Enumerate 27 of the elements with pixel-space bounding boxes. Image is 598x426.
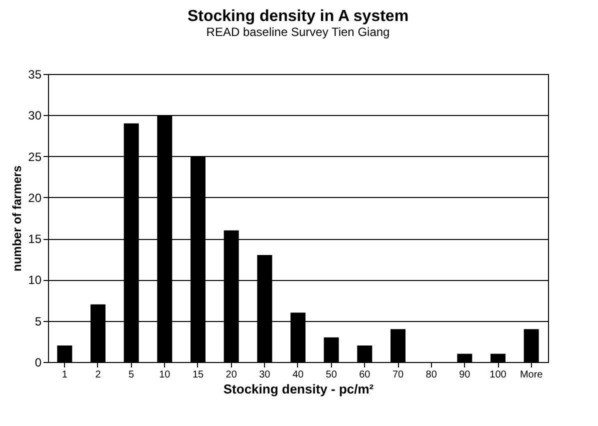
y-tick-label: 5 [34, 314, 42, 328]
y-tick-label: 35 [28, 68, 42, 82]
y-tick-label: 25 [28, 150, 42, 164]
chart-subtitle: READ baseline Survey Tien Giang [206, 25, 390, 39]
x-tick-label: 15 [192, 370, 204, 380]
x-tick-label: 90 [459, 370, 471, 380]
x-tick-label: 70 [392, 370, 404, 380]
x-tick-label: 2 [95, 370, 102, 380]
y-tick-label: 15 [28, 232, 42, 246]
x-tick-label: 1 [62, 370, 68, 380]
chart-title: Stocking density in A system [187, 8, 409, 25]
x-tick-label: 100 [490, 370, 507, 380]
x-tick-label: More [520, 370, 544, 380]
y-tick-label: 0 [34, 356, 42, 370]
x-axis-title: Stocking density - pc/m² [223, 382, 374, 396]
x-tick-label: 5 [128, 370, 135, 380]
x-tick-label: 20 [226, 370, 238, 380]
y-tick-label: 10 [28, 273, 42, 288]
x-tick-label: 30 [259, 370, 271, 380]
x-tick-label: 80 [426, 370, 438, 380]
x-tick-label: 60 [359, 370, 371, 380]
y-axis-title: number of farmers [10, 165, 24, 272]
y-tick-label: 20 [28, 190, 42, 205]
x-tick-label: 40 [292, 370, 304, 380]
x-tick-label: 50 [326, 370, 338, 380]
y-tick-label: 30 [28, 108, 42, 123]
x-tick-label: 10 [159, 370, 171, 380]
